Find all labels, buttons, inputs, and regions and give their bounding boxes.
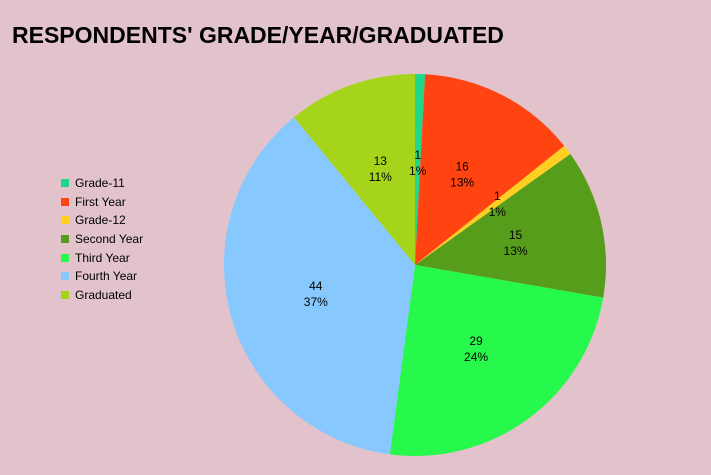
slice-percent-label: 13% [504, 244, 528, 258]
legend-label: Grade-12 [75, 213, 126, 228]
slice-value-label: 15 [509, 228, 523, 242]
legend-label: Fourth Year [75, 269, 138, 284]
legend-item: Grade-11 [61, 174, 231, 193]
slice-percent-label: 1% [489, 205, 507, 219]
legend-item: Second Year [61, 230, 231, 249]
legend-label: Third Year [75, 250, 130, 265]
slice-value-label: 44 [309, 279, 323, 293]
legend-swatch [61, 272, 69, 281]
legend-label: Graduated [75, 287, 132, 302]
slice-percent-label: 13% [450, 175, 474, 189]
slice-percent-label: 37% [304, 295, 328, 309]
chart-title: RESPONDENTS' GRADE/YEAR/GRADUATED [12, 22, 504, 48]
legend-item: First Year [61, 193, 231, 212]
pie-slice [224, 117, 415, 455]
legend-item: Third Year [61, 248, 231, 267]
pie-slices [224, 74, 606, 457]
slice-value-label: 16 [456, 159, 470, 173]
legend-swatch [61, 235, 69, 244]
chart-legend: Grade-11 First Year Grade-12 Second Year Thi… [61, 174, 231, 304]
legend-label: Grade-11 [75, 176, 125, 191]
pie-slice [415, 74, 565, 266]
slice-percent-label: 1% [409, 164, 427, 178]
legend-item: Fourth Year [61, 267, 231, 286]
slice-percent-label: 11% [369, 170, 392, 184]
legend-label: Second Year [75, 232, 144, 247]
legend-swatch [61, 197, 69, 206]
slice-value-label: 29 [469, 334, 483, 348]
pie-slice [415, 74, 426, 265]
slice-percent-label: 24% [464, 350, 488, 364]
legend-label: First Year [75, 194, 126, 209]
slice-value-label: 1 [414, 148, 421, 162]
pie-slice [293, 74, 415, 265]
legend-swatch [61, 179, 69, 188]
legend-swatch [61, 290, 69, 299]
legend-item: Graduated [61, 286, 231, 305]
slice-value-label: 1 [494, 189, 501, 203]
legend-item: Grade-12 [61, 211, 231, 230]
pie-slice [415, 145, 571, 265]
pie-slice [389, 265, 604, 457]
legend-swatch [61, 216, 69, 225]
legend-swatch [61, 253, 69, 262]
slice-value-label: 13 [374, 154, 388, 168]
pie-slice [415, 153, 606, 298]
